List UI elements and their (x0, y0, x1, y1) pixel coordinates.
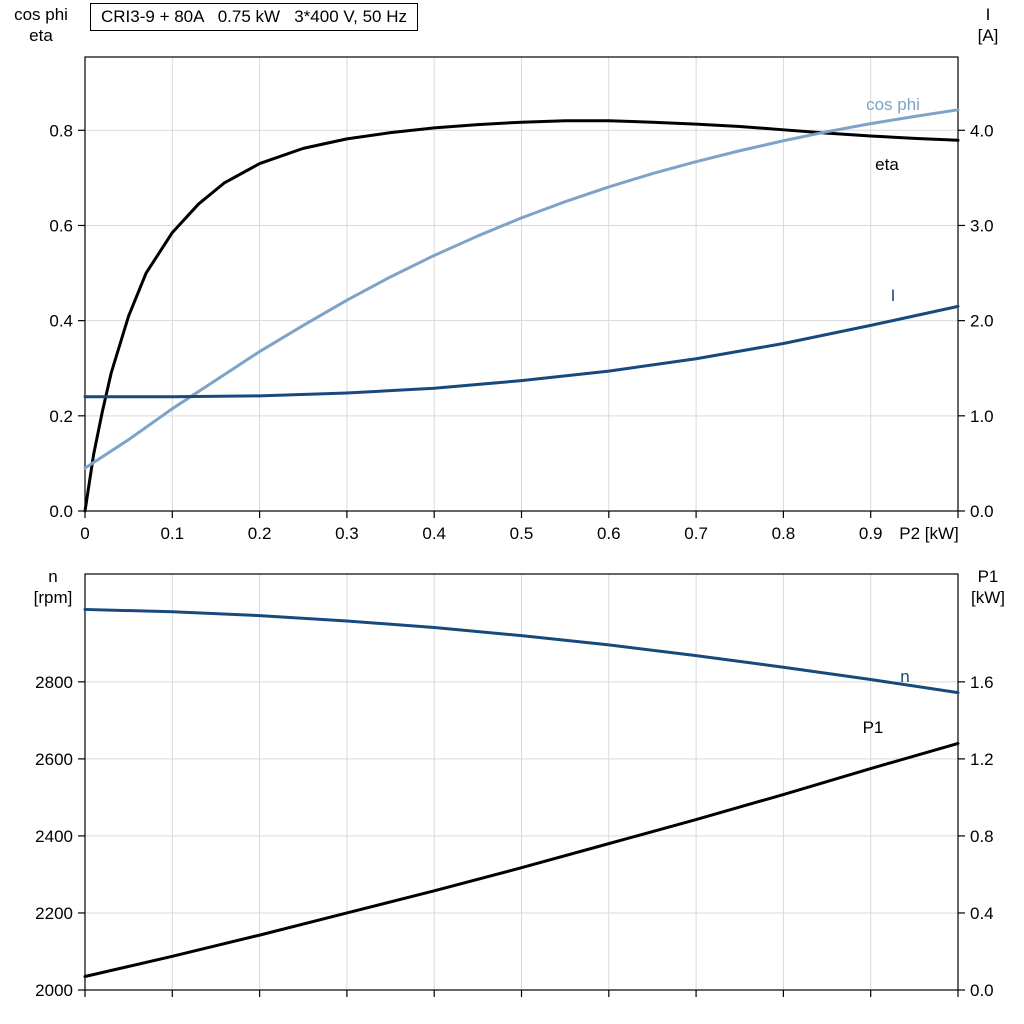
series-speed-curve (83, 607, 960, 695)
y-tick-label-right: 0.0 (970, 981, 994, 1000)
axis-title-line: eta (29, 26, 53, 45)
x-tick-label: 0.1 (160, 524, 184, 543)
y-tick-label-right: 1.0 (970, 407, 994, 426)
y-tick-label-right: 3.0 (970, 216, 994, 235)
series-label-power-in: P1 (863, 718, 884, 737)
y-tick-label-right: 1.6 (970, 673, 994, 692)
axis-title-line: [A] (977, 26, 999, 45)
bottom-chart-right-axis-title: P1 [kW] (958, 566, 1018, 608)
y-tick-label-left: 0.6 (49, 216, 73, 235)
series-label-speed: n (900, 667, 909, 686)
y-tick-label-left: 0.2 (49, 407, 73, 426)
x-tick-label: 0.4 (422, 524, 446, 543)
axis-title-line: I (985, 5, 991, 24)
x-tick-label: 0.3 (335, 524, 359, 543)
y-tick-label-left: 0.8 (49, 121, 73, 140)
x-axis-label: P2 [kW] (899, 524, 959, 543)
y-tick-label-left: 2800 (35, 673, 73, 692)
x-tick-label: 0 (80, 524, 89, 543)
y-tick-label-left: 2400 (35, 827, 73, 846)
y-tick-label-right: 0.4 (970, 904, 994, 923)
series-label-cos-phi: cos phi (866, 95, 920, 114)
series-power-in-curve (83, 741, 960, 979)
series-label-current: I (891, 286, 896, 305)
x-tick-label: 0.7 (684, 524, 708, 543)
bottom-chart-left-axis-title: n [rpm] (20, 566, 86, 608)
x-tick-label: 0.9 (859, 524, 883, 543)
chart-title: CRI3-9 + 80A 0.75 kW 3*400 V, 50 Hz (90, 3, 419, 31)
axis-title-line: P1 (977, 567, 999, 586)
y-tick-label-right: 0.8 (970, 827, 994, 846)
series-cos-phi-curve (83, 108, 960, 470)
top-chart-left-axis-title: cos phi eta (2, 4, 80, 46)
series-current-curve (83, 304, 960, 399)
axis-title-line: cos phi (14, 5, 68, 24)
y-tick-label-right: 1.2 (970, 750, 994, 769)
axis-title-line: [kW] (971, 588, 1005, 607)
x-tick-label: 0.8 (772, 524, 796, 543)
y-tick-label-left: 2000 (35, 981, 73, 1000)
x-tick-label: 0.2 (248, 524, 272, 543)
y-tick-label-left: 2200 (35, 904, 73, 923)
axis-title-line: n (48, 567, 58, 586)
y-tick-label-right: 2.0 (970, 312, 994, 331)
y-tick-label-left: 0.0 (49, 502, 73, 521)
series-label-eta: eta (875, 155, 899, 174)
y-tick-label-right: 4.0 (970, 121, 994, 140)
axis-title-line: [rpm] (33, 588, 73, 607)
y-tick-label-left: 0.4 (49, 312, 73, 331)
y-tick-label-left: 2600 (35, 750, 73, 769)
x-tick-label: 0.6 (597, 524, 621, 543)
y-tick-label-right: 0.0 (970, 502, 994, 521)
series-eta-curve (83, 119, 960, 513)
x-tick-label: 0.5 (510, 524, 534, 543)
top-chart-right-axis-title: I [A] (960, 4, 1016, 46)
